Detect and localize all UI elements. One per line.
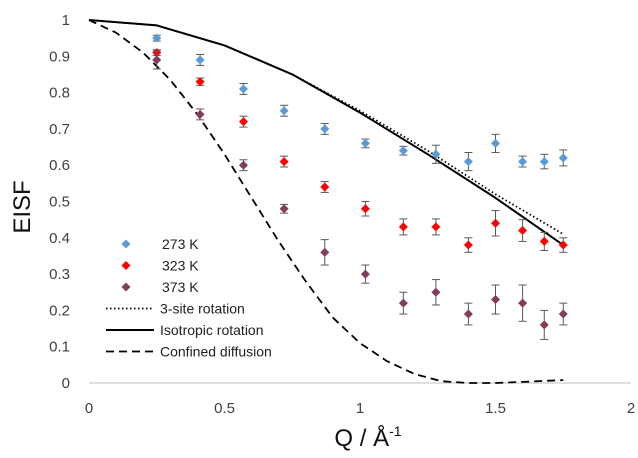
point-323-k — [463, 240, 473, 250]
isotropic-rotation-curve — [88, 19, 564, 246]
point-273-k — [360, 138, 370, 148]
point-273-k — [152, 33, 162, 43]
legend-label-273-k: 273 K — [162, 236, 199, 252]
y-tick-label: 1 — [62, 12, 70, 29]
x-tick-label: 0.5 — [214, 400, 235, 417]
y-tick-label: 0.1 — [49, 339, 70, 356]
y-tick-label: 0.7 — [49, 121, 70, 138]
x-axis-title: Q / Å-1 — [334, 423, 401, 452]
point-273-k — [491, 138, 500, 148]
legend-label-3-site-rotation: 3-site rotation — [160, 301, 245, 317]
legend: 273 K 323 K 373 K 3-site rotation Isotropic … — [106, 236, 272, 360]
legend-marker-323-k — [121, 261, 131, 270]
legend-label-373-k: 373 K — [162, 279, 199, 295]
point-373-k — [360, 269, 370, 279]
point-373-k — [491, 295, 500, 305]
y-tick-label: 0.5 — [49, 194, 70, 211]
confined-diffusion-curve — [88, 19, 564, 384]
y-axis-title: EISF — [9, 180, 36, 233]
point-323-k — [491, 218, 500, 228]
point-323-k — [431, 222, 441, 232]
point-323-k — [195, 77, 205, 87]
x-tick-label: 1 — [356, 400, 364, 417]
legend-label-323-k: 323 K — [162, 258, 199, 274]
legend-label-isotropic-rotation: Isotropic rotation — [160, 322, 264, 338]
x-tick-label: 0 — [85, 400, 93, 417]
point-323-k — [320, 182, 330, 192]
y-tick-label: 0.3 — [49, 266, 70, 283]
x-axis-title-main: Q / Å — [334, 424, 389, 452]
point-373-k — [431, 287, 441, 297]
point-273-k — [398, 146, 408, 156]
point-273-k — [279, 106, 289, 116]
legend-label-confined-diffusion: Confined diffusion — [160, 344, 272, 360]
point-373-k — [279, 204, 289, 214]
y-axis-ticks: 0 0.1 0.2 0.3 0.4 0.5 0.6 0.7 0.8 0.9 1 — [49, 12, 70, 392]
point-373-k — [463, 309, 473, 319]
y-tick-label: 0.2 — [49, 302, 70, 319]
y-tick-label: 0.4 — [49, 230, 70, 247]
point-323-k — [360, 204, 370, 214]
point-373-k — [558, 309, 568, 319]
point-373-k — [195, 109, 205, 119]
data-points — [152, 33, 568, 340]
x-axis-ticks: 0 0.5 1 1.5 2 — [85, 400, 635, 417]
point-373-k — [398, 298, 408, 308]
point-273-k — [320, 124, 330, 134]
point-323-k — [398, 222, 408, 232]
x-tick-label: 2 — [627, 400, 635, 417]
point-323-k — [279, 157, 289, 167]
point-323-k — [518, 226, 528, 236]
point-273-k — [431, 149, 441, 159]
legend-marker-273-k — [121, 239, 131, 249]
model-curves — [88, 19, 564, 384]
point-273-k — [518, 157, 528, 167]
point-273-k — [238, 84, 248, 94]
point-273-k — [463, 157, 473, 167]
point-373-k — [152, 55, 162, 65]
point-373-k — [518, 298, 528, 308]
point-273-k — [558, 153, 568, 163]
point-323-k — [558, 240, 568, 250]
y-tick-label: 0.9 — [49, 48, 70, 65]
point-323-k — [539, 236, 549, 246]
y-tick-label: 0.6 — [49, 157, 70, 174]
x-axis-title-superscript: -1 — [389, 423, 402, 439]
y-tick-label: 0.8 — [49, 85, 70, 102]
legend-marker-373-k — [121, 282, 131, 292]
y-tick-label: 0 — [62, 375, 70, 392]
point-373-k — [238, 160, 248, 170]
point-373-k — [539, 320, 549, 330]
point-373-k — [320, 247, 330, 257]
point-273-k — [195, 55, 205, 65]
point-323-k — [238, 117, 248, 127]
x-tick-label: 1.5 — [485, 400, 506, 417]
point-273-k — [539, 157, 549, 167]
